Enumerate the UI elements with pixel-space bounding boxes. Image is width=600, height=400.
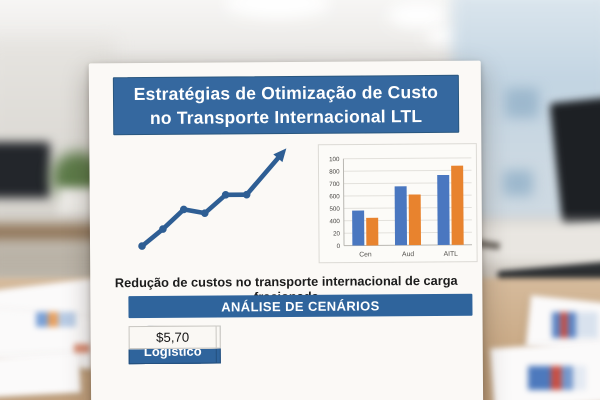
monitor-left	[0, 142, 50, 198]
bar-Cen-Série 1	[352, 210, 365, 246]
section-banner-label: ANÁLISE DE CENÁRIOS	[221, 297, 380, 314]
trend-line-chart	[138, 148, 287, 250]
title-banner: Estratégias de Otimização de Custo no Tr…	[112, 74, 460, 136]
data-point-marker	[200, 209, 209, 217]
x-axis-category-label: Cen	[359, 251, 372, 258]
y-axis-tick-label: 20	[333, 231, 340, 238]
bar-Aud-Série 1	[394, 186, 408, 246]
gridline	[344, 244, 473, 247]
paper-chart-thumbnail	[36, 312, 76, 327]
scenario-table: CenárioCusto UnitárioPrazo deEntregaImpa…	[128, 324, 473, 364]
trend-line	[139, 192, 249, 249]
window-pane	[505, 88, 539, 118]
trend-arrow-shaft	[244, 152, 284, 197]
table-cell: $5,70	[128, 325, 217, 350]
poster-title-line1: Estratégias de Otimização de Custo	[133, 81, 439, 104]
paper-chart-thumbnail	[74, 344, 90, 353]
x-axis-category-label: AITL	[444, 251, 459, 258]
gridline	[343, 169, 472, 172]
data-point-marker	[159, 225, 167, 233]
y-axis-tick-label: 500	[329, 206, 340, 213]
trend-arrowhead-icon	[273, 148, 287, 163]
paper-chart-thumbnail	[552, 312, 598, 338]
data-point-marker	[221, 191, 230, 199]
gridline	[343, 194, 472, 197]
bar-Cen-Série 2	[366, 217, 379, 246]
report-poster: Estratégias de Otimização de Custo no Tr…	[88, 60, 484, 400]
gridline	[343, 182, 472, 185]
y-axis-tick-label: 100	[329, 156, 340, 163]
data-point-marker	[138, 242, 146, 250]
gridline	[343, 207, 472, 209]
y-axis-tick-label: 800	[329, 169, 340, 176]
ceiling-light	[388, 2, 448, 28]
bar-AITL-Série 1	[437, 174, 450, 245]
bar-AITL-Série 2	[451, 165, 464, 245]
y-axis-tick-label: 600	[329, 193, 340, 200]
data-point-marker	[179, 205, 188, 214]
x-axis-category-label: Aud	[402, 251, 414, 258]
y-axis-tick-label: 0	[337, 243, 341, 250]
window-pane	[503, 170, 533, 196]
gridline	[343, 157, 472, 160]
gridline	[343, 231, 472, 234]
gridline	[343, 219, 472, 222]
paper-sheet	[0, 352, 81, 398]
grouped-bar-chart: 0 20 400 500 600 700 800 100 Cen Aud AITL	[317, 143, 478, 264]
ceiling-light	[225, 0, 330, 18]
y-axis-tick-label: 700	[329, 181, 340, 188]
data-point-marker	[242, 190, 251, 199]
section-banner: ANÁLISE DE CENÁRIOS	[128, 293, 473, 319]
poster-title-line2: no Transporte Internacional LTL	[149, 106, 423, 128]
y-axis-line	[342, 158, 345, 246]
bar-Aud-Série 2	[408, 194, 422, 246]
y-axis-tick-label: 400	[330, 218, 341, 225]
paper-chart-thumbnail	[528, 366, 586, 390]
